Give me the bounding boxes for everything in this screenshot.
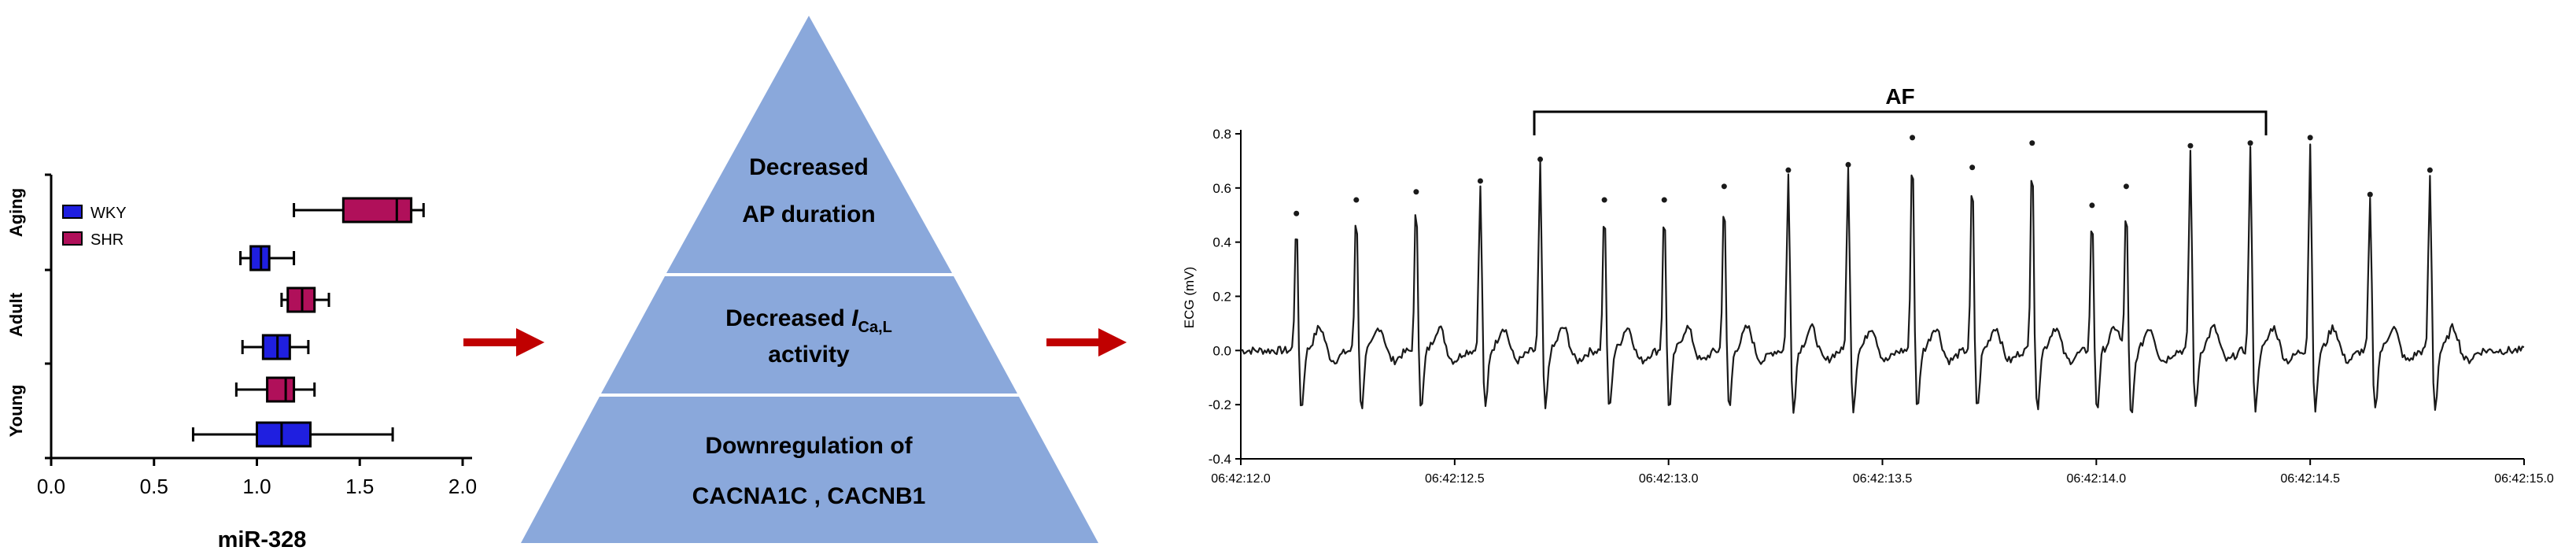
x-tick-label: 1.5 [345, 475, 374, 498]
r-peak-marker [1413, 189, 1419, 195]
x-tick-label: 06:42:13.0 [1639, 472, 1699, 486]
y-tick-label: 0.6 [1212, 181, 1231, 196]
arrow-head [1098, 328, 1127, 357]
r-peak-marker [1661, 197, 1667, 203]
r-peak-marker [1353, 197, 1360, 203]
arrow-head [516, 328, 544, 357]
r-peak-marker [1721, 183, 1727, 190]
legend-swatch-wky [62, 205, 83, 219]
box-shr-adult [280, 286, 330, 313]
arrow-right-1 [463, 328, 544, 357]
r-peak-marker [2427, 167, 2433, 173]
box-iqr [266, 376, 296, 403]
x-tick-label: 2.0 [448, 475, 477, 498]
pyramid-middle-line-1: Decreased ICa,L [725, 305, 892, 336]
legend-label-shr: SHR [90, 231, 124, 249]
x-tick-label: 0.5 [140, 475, 168, 498]
pyramid-middle-line-2: activity [768, 342, 850, 368]
r-peak-marker [2307, 135, 2313, 141]
pyramid-tier-middle [601, 276, 1017, 394]
boxplot-axes [45, 173, 472, 460]
r-peak-marker [1477, 178, 1483, 184]
af-label: AF [1885, 84, 1914, 109]
pyramid-bottom-line-1: Downregulation of [705, 433, 913, 459]
pyramid-tier-bottom [521, 397, 1098, 543]
legend-swatch-shr [62, 231, 83, 246]
x-tick-label: 06:42:13.5 [1853, 472, 1913, 486]
r-peak-marker [1601, 197, 1607, 203]
x-tick-label: 0.0 [37, 475, 65, 498]
y-tick-label: -0.4 [1209, 452, 1231, 467]
ecg-y-label: ECG (mV) [1182, 267, 1197, 328]
r-peak-marker [2089, 202, 2095, 209]
r-peak-marker [1294, 210, 1300, 216]
pyramid-middle-subscript: Ca,L [858, 319, 892, 336]
boxplot-x-ticks: 0.0 0.5 1.0 1.5 2.0 [37, 458, 477, 498]
x-tick-label: 06:42:14.0 [2067, 472, 2127, 486]
box-wky-aging [239, 245, 296, 272]
r-peak-marker [1910, 135, 1916, 141]
y-tick-label: 0.2 [1212, 290, 1231, 305]
box-shr-young [234, 376, 316, 403]
box-iqr [256, 421, 312, 448]
box-wky-young [191, 421, 394, 448]
box-iqr [341, 197, 413, 224]
y-tick-label: 0.0 [1212, 343, 1231, 358]
pyramid-middle-prefix: Decreased [725, 305, 851, 331]
group-label-aging: Aging [6, 188, 26, 237]
arrow-right-2 [1046, 328, 1127, 357]
r-peak-marker [1969, 164, 1976, 171]
r-peak-marker [2367, 191, 2373, 198]
ecg-trace [1240, 143, 2525, 414]
pyramid-diagram: Decreased AP duration Decreased ICa,L ac… [521, 16, 1098, 543]
box-shr-aging [293, 197, 425, 224]
x-tick-label: 1.0 [242, 475, 271, 498]
boxplot-x-label: miR-328 [218, 527, 307, 552]
pyramid-tier-top [666, 16, 952, 273]
r-peak-marker [2123, 183, 2129, 190]
group-label-young: Young [6, 385, 26, 438]
pyramid-bottom-line-2: CACNA1C , CACNB1 [692, 483, 926, 509]
x-tick-label: 06:42:15.0 [2494, 472, 2554, 486]
af-bracket: AF [1533, 84, 2268, 135]
ecg-x-ticks: 06:42:12.0 06:42:12.5 06:42:13.0 06:42:13.5… [1211, 459, 2554, 486]
x-tick-label: 06:42:12.5 [1425, 472, 1485, 486]
r-peak-marker [2029, 140, 2035, 146]
boxplot-group-labels: Aging Adult Young [6, 188, 26, 438]
x-tick-label: 06:42:14.5 [2280, 472, 2340, 486]
ecg-r-peak-markers [1294, 135, 2433, 216]
r-peak-marker [2247, 140, 2253, 146]
r-peak-marker [1785, 167, 1792, 173]
boxplot-legend: WKY SHR [62, 205, 127, 249]
r-peak-marker [1845, 161, 1851, 168]
af-bracket-line [1533, 110, 2268, 135]
y-tick-label: 0.4 [1212, 235, 1231, 250]
r-peak-marker [2187, 142, 2194, 149]
r-peak-marker [1537, 156, 1544, 162]
legend-label-wky: WKY [90, 205, 127, 222]
y-tick-label: -0.2 [1209, 397, 1231, 412]
group-label-adult: Adult [6, 292, 26, 337]
x-tick-label: 06:42:12.0 [1211, 472, 1271, 486]
boxplot-boxes [191, 197, 425, 448]
box-wky-adult [241, 334, 310, 360]
pyramid-middle-italic: I [851, 305, 858, 331]
y-tick-label: 0.8 [1212, 127, 1231, 142]
pyramid-top-line-2: AP duration [742, 201, 875, 227]
ecg-y-ticks: 0.8 0.6 0.4 0.2 0.0 -0.2 -0.4 [1209, 127, 1241, 467]
pyramid-top-line-1: Decreased [749, 154, 869, 180]
ecg-panel: AF 0.80.60.40.20.0-0.2-0.4 06:42:12.0 06:… [1182, 84, 2554, 486]
